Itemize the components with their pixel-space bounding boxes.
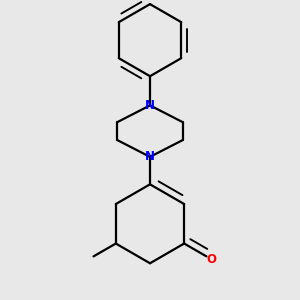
Text: N: N xyxy=(145,150,155,164)
Text: N: N xyxy=(145,99,155,112)
Text: O: O xyxy=(207,253,217,266)
